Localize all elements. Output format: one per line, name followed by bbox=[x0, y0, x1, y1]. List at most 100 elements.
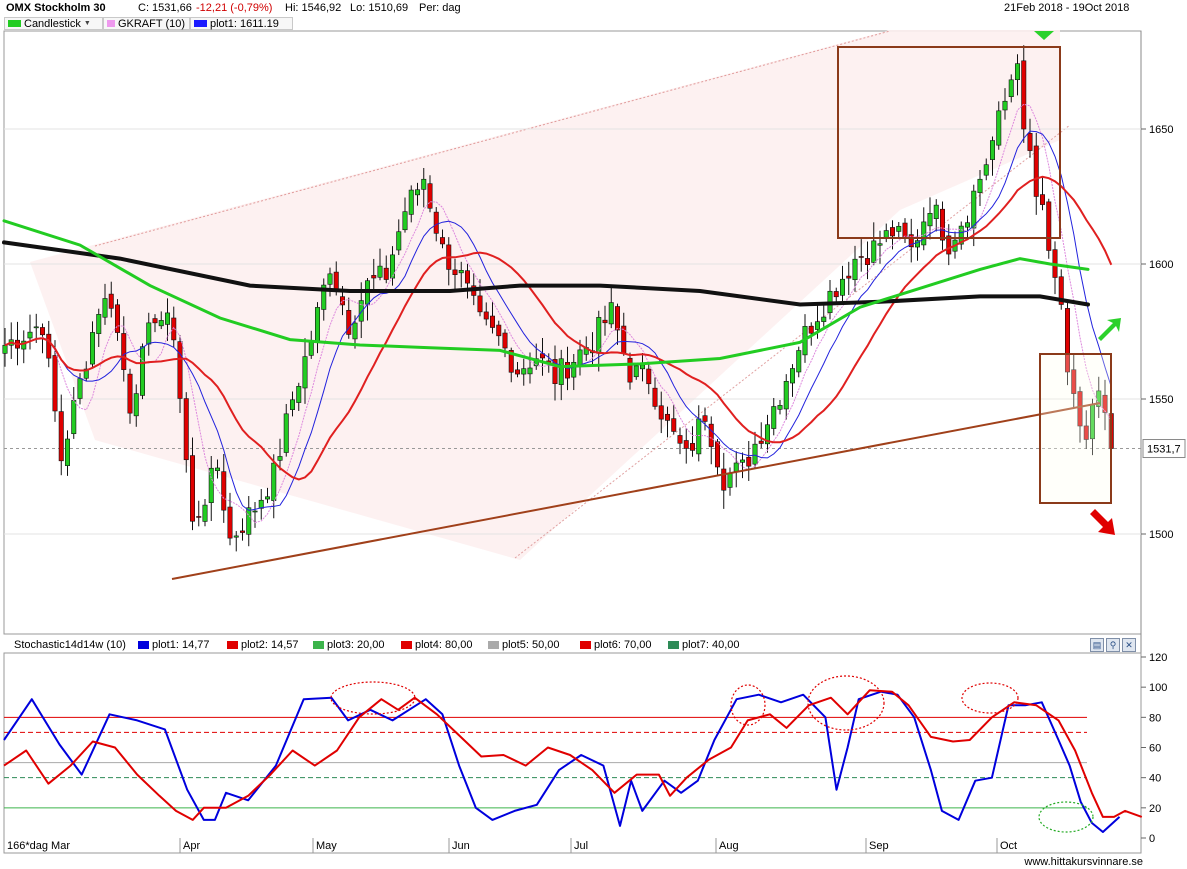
ma-red-line bbox=[4, 175, 1113, 481]
candle-body bbox=[302, 356, 308, 389]
candle-body bbox=[652, 387, 658, 407]
candle-body bbox=[321, 284, 327, 310]
candle-body bbox=[271, 462, 277, 501]
candle-body bbox=[27, 331, 33, 339]
close-icon[interactable]: ✕ bbox=[1122, 638, 1136, 652]
highlight-ellipse bbox=[807, 675, 885, 731]
candle-body bbox=[396, 231, 402, 251]
channel-lower-line bbox=[514, 124, 1071, 559]
candle-body bbox=[264, 496, 270, 500]
candle-body bbox=[283, 413, 289, 453]
x-tick-label: 166*dag Mar bbox=[7, 840, 70, 852]
ma-black-line bbox=[2, 240, 1090, 307]
legend-gkraft-label: GKRAFT (10) bbox=[117, 17, 185, 30]
stoch-name: Stochastic14d14w (10) bbox=[14, 639, 126, 651]
candle-body bbox=[133, 393, 139, 417]
candle-body bbox=[758, 440, 764, 444]
stoch-legend-label: plot2: 14,57 bbox=[241, 639, 299, 651]
candle-body bbox=[377, 265, 383, 278]
candle-body bbox=[927, 213, 933, 227]
candle-body bbox=[202, 504, 208, 522]
candle-body bbox=[702, 415, 708, 422]
highlight-ellipse bbox=[330, 681, 416, 715]
zoom-icon[interactable]: ⚲ bbox=[1106, 638, 1120, 652]
support-trendline bbox=[171, 402, 1101, 580]
high-value: Hi: 1546,92 bbox=[285, 2, 342, 14]
dropdown-caret-icon: ▼ bbox=[83, 20, 91, 27]
candle-body bbox=[727, 473, 733, 488]
stoch-swatch-icon bbox=[401, 641, 412, 649]
close-value: C: 1531,66 bbox=[138, 2, 192, 14]
last-price-box bbox=[1142, 439, 1186, 459]
candle-body bbox=[58, 411, 64, 462]
change-value: -12,21 (-0,79%) bbox=[196, 2, 273, 14]
candle-body bbox=[1046, 201, 1052, 251]
candle-body bbox=[33, 326, 39, 329]
candle-body bbox=[327, 273, 333, 285]
legend-gkraft[interactable]: GKRAFT (10) bbox=[103, 17, 190, 30]
candle-body bbox=[108, 293, 114, 309]
stoch-plot1-line bbox=[3, 690, 1121, 833]
highlight-ellipse bbox=[730, 684, 766, 726]
instrument-name: OMX Stockholm 30 bbox=[6, 2, 106, 14]
stoch-legend-label: plot5: 50,00 bbox=[502, 639, 560, 651]
candle-body bbox=[789, 368, 795, 384]
candle-body bbox=[552, 359, 558, 384]
candle-body bbox=[140, 346, 146, 396]
down-green-arrow-icon bbox=[1034, 31, 1054, 40]
highlight-ellipse bbox=[1038, 801, 1094, 833]
candle-body bbox=[614, 306, 620, 331]
down-red-arrow-icon bbox=[1090, 509, 1115, 535]
candle-body bbox=[71, 400, 77, 435]
stoch-y-tick-label: 100 bbox=[1149, 682, 1167, 694]
candle-body bbox=[358, 300, 364, 322]
candle-body bbox=[939, 208, 945, 241]
candle-body bbox=[1102, 394, 1108, 413]
stoch-legend-label: plot4: 80,00 bbox=[415, 639, 473, 651]
candle-body bbox=[1027, 133, 1033, 151]
candle-body bbox=[683, 440, 689, 449]
y-tick-label: 1550 bbox=[1149, 394, 1173, 406]
stoch-legend-item: plot1: 14,77 bbox=[138, 639, 210, 651]
candle-body bbox=[608, 302, 614, 325]
candle-body bbox=[296, 386, 302, 403]
candle-body bbox=[208, 467, 214, 503]
y-tick-label: 1500 bbox=[1149, 529, 1173, 541]
candle-body bbox=[502, 332, 508, 349]
candle-body bbox=[452, 269, 458, 276]
candle-body bbox=[521, 368, 527, 375]
stoch-legend-label: plot6: 70,00 bbox=[594, 639, 652, 651]
stoch-legend-item: plot4: 80,00 bbox=[401, 639, 473, 651]
stoch-y-tick-label: 0 bbox=[1149, 833, 1155, 845]
candle-body bbox=[352, 322, 358, 340]
candle-body bbox=[514, 369, 520, 375]
candle-body bbox=[1033, 145, 1039, 197]
candle-body bbox=[777, 405, 783, 410]
candle-body bbox=[971, 190, 977, 229]
candle-body bbox=[477, 295, 483, 313]
candle-body bbox=[646, 368, 652, 385]
candle-body bbox=[558, 358, 564, 385]
candle-body bbox=[433, 211, 439, 234]
stoch-legend-item: plot7: 40,00 bbox=[668, 639, 740, 651]
candle-body bbox=[127, 373, 133, 414]
candle-body bbox=[771, 406, 777, 429]
candle-body bbox=[252, 510, 258, 513]
candle-body bbox=[627, 357, 633, 383]
candle-body bbox=[564, 362, 570, 379]
stoch-legend-item: plot2: 14,57 bbox=[227, 639, 299, 651]
legend-plot1[interactable]: plot1: 1611.19 bbox=[190, 17, 293, 30]
candle-body bbox=[958, 225, 964, 245]
legend-candlestick[interactable]: Candlestick ▼ bbox=[4, 17, 103, 30]
candle-body bbox=[152, 318, 158, 324]
save-icon[interactable]: ▤ bbox=[1090, 638, 1104, 652]
period-value: Per: dag bbox=[419, 2, 461, 14]
header-bar: OMX Stockholm 30 C: 1531,66 -12,21 (-0,7… bbox=[0, 0, 1187, 16]
candle-body bbox=[383, 267, 389, 280]
candle-body bbox=[708, 423, 714, 447]
candle-body bbox=[896, 225, 902, 232]
candle-body bbox=[571, 361, 577, 378]
channel-upper-line bbox=[94, 30, 891, 247]
candle-body bbox=[483, 311, 489, 320]
